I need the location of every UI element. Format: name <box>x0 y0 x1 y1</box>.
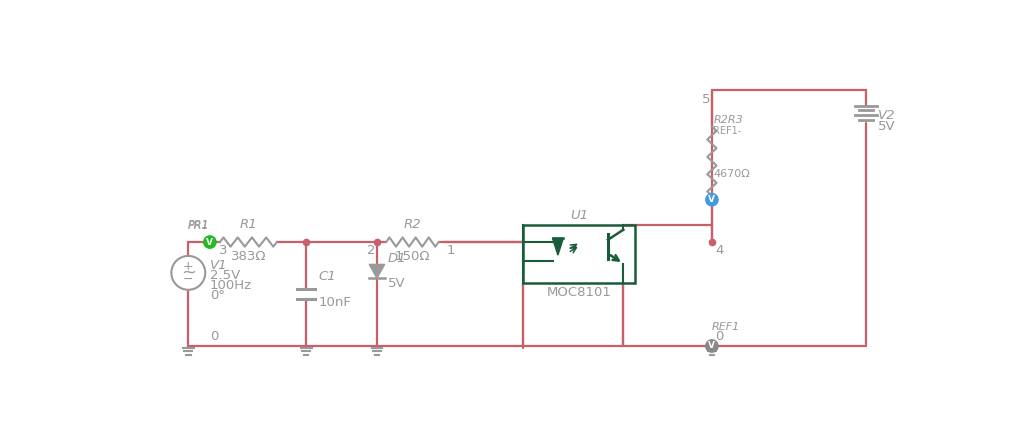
Polygon shape <box>553 238 563 255</box>
Text: 1: 1 <box>446 244 455 257</box>
Text: V: V <box>709 195 716 204</box>
Text: 4: 4 <box>715 244 723 257</box>
Circle shape <box>204 236 216 248</box>
Text: PR1: PR1 <box>187 220 209 230</box>
Text: +: + <box>183 260 194 273</box>
Text: V: V <box>709 341 716 351</box>
Circle shape <box>706 340 718 352</box>
Text: −: − <box>183 272 194 286</box>
Text: 5V: 5V <box>388 278 406 291</box>
Text: MOC8101: MOC8101 <box>547 286 611 299</box>
Text: R2: R2 <box>403 218 421 231</box>
Text: PR1: PR1 <box>187 221 209 231</box>
Text: ~: ~ <box>181 264 196 282</box>
Text: 10nF: 10nF <box>318 295 351 308</box>
Text: V: V <box>207 238 213 247</box>
Text: V1: V1 <box>210 259 227 272</box>
Text: REF1-: REF1- <box>714 126 741 136</box>
Bar <box>523 225 635 283</box>
Text: 0: 0 <box>210 330 218 343</box>
Text: R2R3: R2R3 <box>714 115 743 125</box>
Text: 2.5V: 2.5V <box>210 269 240 282</box>
Text: 5V: 5V <box>879 120 896 133</box>
Text: 4670Ω: 4670Ω <box>714 169 751 179</box>
Text: V2: V2 <box>879 109 896 122</box>
Text: 0: 0 <box>715 330 723 343</box>
Text: D1: D1 <box>388 252 407 265</box>
Text: 0°: 0° <box>210 289 225 302</box>
Polygon shape <box>370 264 385 278</box>
Circle shape <box>706 194 718 206</box>
Text: 100Hz: 100Hz <box>210 279 252 292</box>
Text: REF1: REF1 <box>712 322 740 332</box>
Text: R1: R1 <box>240 218 257 231</box>
Text: 150Ω: 150Ω <box>394 250 430 263</box>
Text: U1: U1 <box>570 209 588 222</box>
Text: 383Ω: 383Ω <box>230 250 266 263</box>
Text: 2: 2 <box>367 244 376 257</box>
Text: 3: 3 <box>219 243 227 257</box>
Text: C1: C1 <box>318 270 336 283</box>
Text: 5: 5 <box>701 93 711 105</box>
